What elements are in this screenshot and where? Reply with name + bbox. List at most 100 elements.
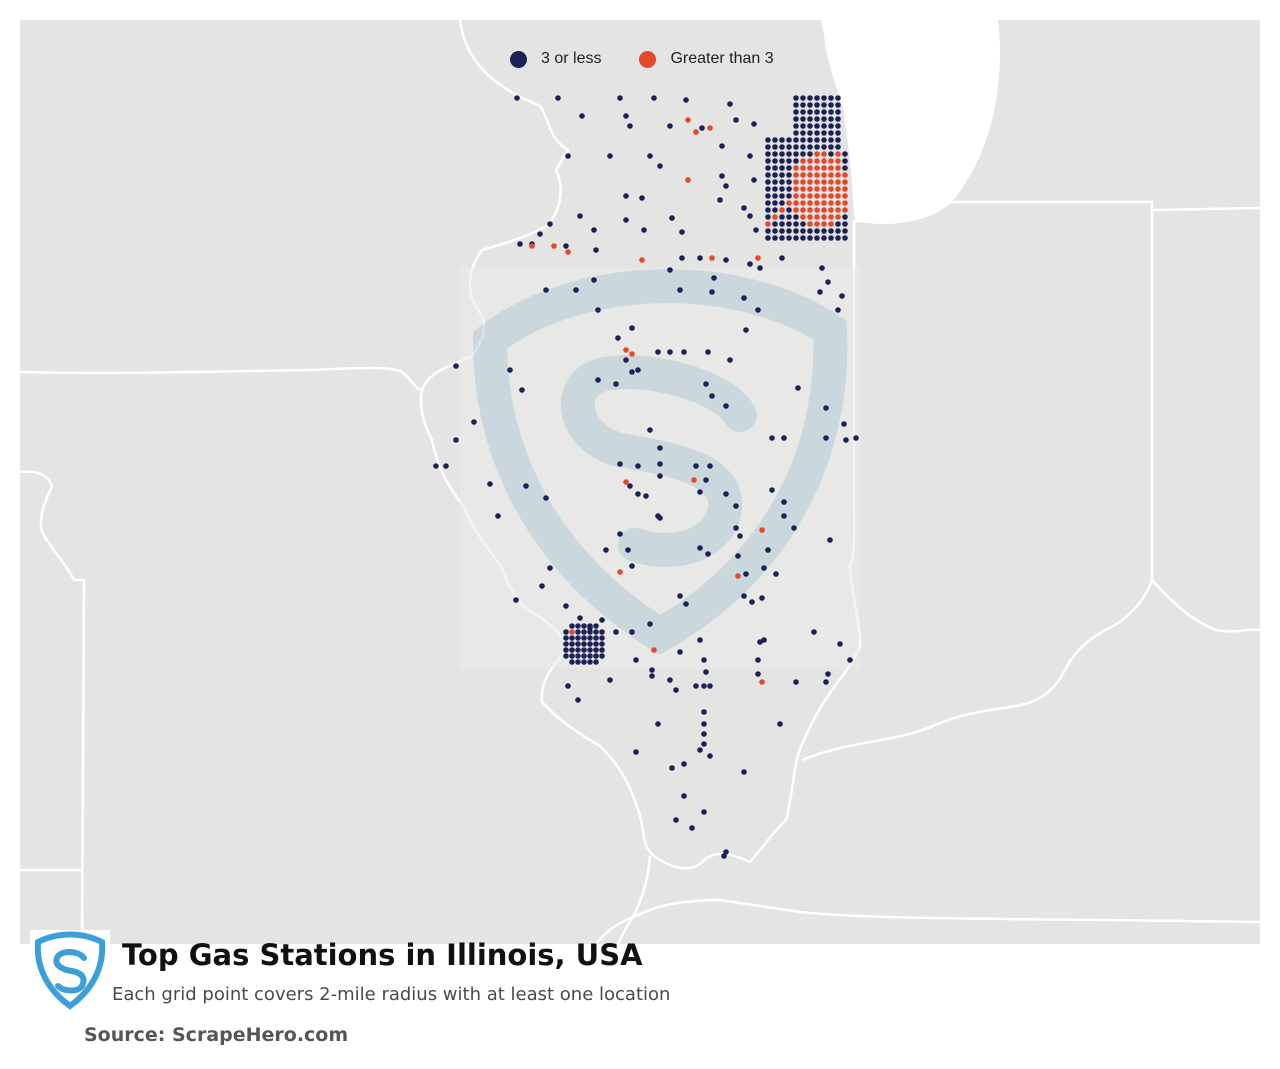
station-point-high — [842, 207, 848, 213]
station-point-low — [563, 629, 569, 635]
station-point-low — [807, 116, 813, 122]
station-point-low — [779, 137, 785, 143]
station-point-low — [793, 144, 799, 150]
station-point-low — [835, 221, 841, 227]
station-point-low — [591, 277, 597, 283]
station-point-low — [779, 255, 785, 261]
station-point-high — [779, 207, 785, 213]
station-point-high — [814, 165, 820, 171]
station-point-high — [821, 165, 827, 171]
station-point-low — [769, 435, 775, 441]
station-point-low — [779, 151, 785, 157]
station-point-low — [786, 235, 792, 241]
station-point-low — [772, 221, 778, 227]
station-point-low — [814, 102, 820, 108]
station-point-low — [842, 221, 848, 227]
station-point-low — [641, 227, 647, 233]
station-point-high — [828, 158, 834, 164]
station-point-low — [453, 437, 459, 443]
station-point-low — [679, 229, 685, 235]
station-point-low — [701, 741, 707, 747]
station-point-low — [747, 213, 753, 219]
legend: 3 or less Greater than 3 — [510, 50, 812, 68]
station-point-low — [814, 130, 820, 136]
station-point-high — [835, 158, 841, 164]
station-point-low — [707, 753, 713, 759]
station-point-low — [837, 641, 843, 647]
station-point-low — [793, 130, 799, 136]
station-point-low — [807, 102, 813, 108]
station-point-low — [651, 95, 657, 101]
station-point-low — [593, 653, 599, 659]
station-point-low — [825, 279, 831, 285]
station-point-high — [800, 179, 806, 185]
station-point-low — [793, 221, 799, 227]
station-point-low — [814, 144, 820, 150]
station-point-low — [717, 197, 723, 203]
legend-dot-low — [510, 50, 527, 68]
station-point-low — [765, 207, 771, 213]
station-point-low — [793, 123, 799, 129]
station-point-low — [617, 531, 623, 537]
station-point-high — [835, 207, 841, 213]
station-point-low — [828, 228, 834, 234]
station-point-low — [800, 144, 806, 150]
station-point-low — [786, 137, 792, 143]
station-point-low — [587, 647, 593, 653]
station-point-low — [697, 489, 703, 495]
station-point-high — [821, 200, 827, 206]
station-point-low — [835, 307, 841, 313]
station-point-high — [821, 193, 827, 199]
station-point-low — [786, 151, 792, 157]
station-point-low — [575, 629, 581, 635]
station-point-low — [617, 461, 623, 467]
station-point-low — [793, 109, 799, 115]
station-point-low — [800, 102, 806, 108]
station-point-low — [807, 235, 813, 241]
station-point-low — [563, 653, 569, 659]
station-point-low — [701, 809, 707, 815]
station-point-low — [514, 95, 520, 101]
station-point-low — [507, 367, 513, 373]
station-point-low — [769, 487, 775, 493]
station-point-low — [733, 503, 739, 509]
station-point-low — [793, 158, 799, 164]
station-point-low — [741, 205, 747, 211]
station-point-low — [599, 653, 605, 659]
station-point-low — [839, 293, 845, 299]
station-point-low — [649, 673, 655, 679]
station-point-low — [814, 95, 820, 101]
station-point-high — [828, 221, 834, 227]
station-point-high — [807, 165, 813, 171]
station-point-high — [709, 255, 715, 261]
station-point-low — [779, 200, 785, 206]
station-point-low — [772, 193, 778, 199]
station-point-high — [685, 117, 691, 123]
station-point-low — [563, 647, 569, 653]
station-point-high — [793, 200, 799, 206]
station-point-low — [755, 657, 761, 663]
station-point-low — [793, 116, 799, 122]
station-point-low — [772, 144, 778, 150]
station-point-low — [677, 593, 683, 599]
station-point-low — [569, 653, 575, 659]
station-point-low — [581, 653, 587, 659]
station-point-low — [821, 95, 827, 101]
station-point-low — [807, 109, 813, 115]
station-point-low — [814, 109, 820, 115]
station-point-low — [569, 659, 575, 665]
station-point-low — [828, 130, 834, 136]
station-point-high — [835, 193, 841, 199]
station-point-low — [587, 623, 593, 629]
station-point-high — [828, 193, 834, 199]
station-point-low — [821, 144, 827, 150]
station-point-low — [673, 817, 679, 823]
station-point-low — [786, 214, 792, 220]
station-point-low — [853, 435, 859, 441]
station-point-low — [786, 172, 792, 178]
station-point-low — [779, 186, 785, 192]
station-point-low — [569, 647, 575, 653]
station-point-high — [807, 207, 813, 213]
station-point-low — [800, 95, 806, 101]
station-point-low — [779, 144, 785, 150]
